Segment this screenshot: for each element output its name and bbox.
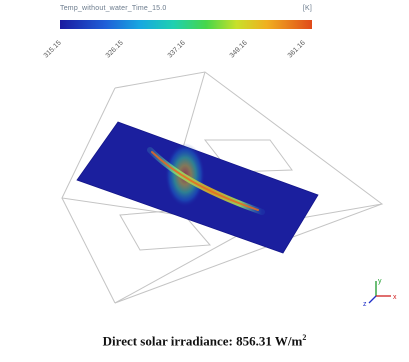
axis-y-label: y bbox=[378, 278, 382, 285]
caption-text: Direct solar irradiance: 856.31 W/m bbox=[102, 333, 303, 349]
axis-z-arrow bbox=[368, 295, 377, 304]
wire-left-edge bbox=[61, 197, 116, 304]
caption: Direct solar irradiance: 856.31 W/m2 bbox=[0, 333, 409, 349]
wire-lower-plate bbox=[119, 209, 212, 251]
enclosure-wireframe bbox=[61, 71, 384, 304]
legend-unit: [K] bbox=[302, 5, 312, 12]
wire-front-edge bbox=[114, 203, 383, 304]
legend-title: Temp_without_water_Time_15.0 [K] bbox=[60, 5, 312, 12]
temperature-hotspot bbox=[147, 143, 265, 215]
axis-z-label: z bbox=[363, 301, 367, 308]
temperature-colorbar bbox=[60, 20, 312, 29]
wire-bottom-edge bbox=[114, 225, 256, 304]
hotspot-core bbox=[151, 151, 259, 211]
wire-outer-outline bbox=[61, 71, 384, 227]
legend-variable-name: Temp_without_water_Time_15.0 bbox=[60, 5, 167, 12]
caption-superscript: 2 bbox=[302, 333, 307, 342]
axis-x-label: x bbox=[393, 294, 397, 301]
axes-indicator-icon: y x z bbox=[363, 278, 397, 308]
